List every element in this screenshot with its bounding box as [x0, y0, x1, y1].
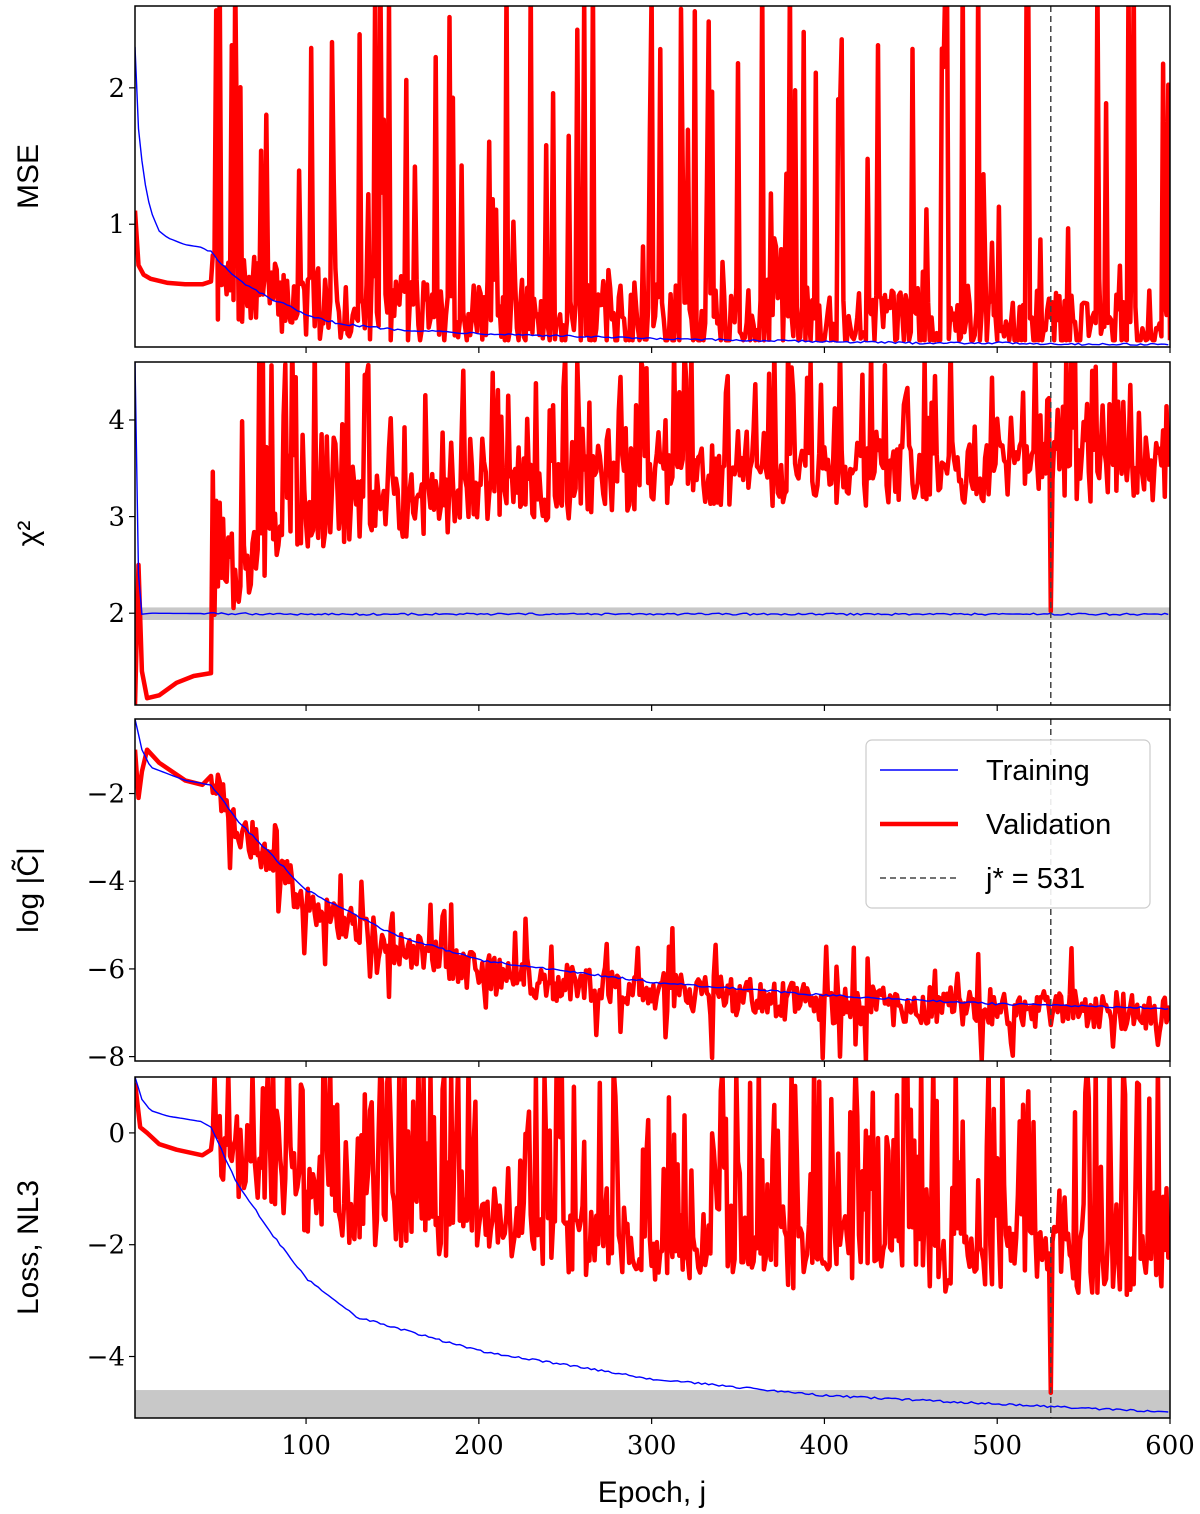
validation-line [135, 362, 1170, 705]
y-axis-label: log |C̃| [12, 847, 45, 933]
panel-1: 1 2 MSE [12, 5, 1171, 353]
validation-line [135, 747, 1170, 1061]
x-axis-label: Epoch, j [598, 1476, 706, 1509]
training-line [135, 719, 1169, 1011]
y-tick-label: −8 [87, 1043, 125, 1073]
y-tick-label: 2 [108, 74, 125, 104]
legend-label: Validation [986, 809, 1111, 841]
y-axis-label: Loss, NL3 [12, 1180, 45, 1315]
chart-panels: 1 2 MSE 2 3 4 χ² −8 −6 −4 −2 log |C̃| −4 −2 0 100 200 300… [12, 5, 1195, 1461]
x-tick-label: 500 [972, 1431, 1022, 1461]
x-tick-label: 400 [800, 1431, 850, 1461]
reference-band [135, 1390, 1170, 1418]
y-tick-label: −6 [87, 955, 125, 985]
legend-label: j* = 531 [985, 863, 1085, 895]
panel-3: −8 −6 −4 −2 log |C̃| [12, 718, 1171, 1073]
training-line [135, 1077, 1169, 1413]
reference-band [135, 607, 1170, 620]
panel-frame [134, 5, 1171, 348]
y-axis-label: MSE [12, 144, 45, 209]
y-tick-label: −4 [87, 1343, 125, 1373]
y-tick-label: 0 [108, 1119, 125, 1149]
training-line [135, 362, 1169, 616]
validation-line [135, 6, 1170, 343]
x-tick-label: 100 [281, 1431, 331, 1461]
y-tick-label: −4 [87, 867, 125, 897]
panel-frame [134, 718, 1171, 1062]
y-tick-label: 2 [108, 599, 125, 629]
panel-4: −4 −2 0 100 200 300 400 500 600 Loss, NL3 [12, 1076, 1195, 1461]
y-tick-label: −2 [87, 1231, 125, 1261]
panel-frame [134, 1076, 1171, 1419]
y-tick-label: 1 [108, 210, 125, 240]
plot-area [135, 1077, 1170, 1418]
legend-label: Training [986, 755, 1090, 787]
panel-2: 2 3 4 χ² [12, 361, 1171, 711]
x-axis-label-text: Epoch, j [598, 1476, 706, 1509]
y-axis-label: χ² [12, 521, 45, 547]
validation-line [135, 1077, 1170, 1396]
y-tick-label: 4 [108, 406, 125, 436]
y-tick-label: 3 [108, 503, 125, 533]
training-line [135, 46, 1169, 346]
plot-area [135, 362, 1170, 705]
x-tick-label: 300 [627, 1431, 677, 1461]
plot-area [135, 6, 1170, 347]
y-tick-label: −2 [87, 780, 125, 810]
legend: Training Validation j* = 531 [865, 739, 1151, 909]
x-tick-label: 600 [1145, 1431, 1195, 1461]
x-tick-label: 200 [454, 1431, 504, 1461]
panel-frame [134, 361, 1171, 706]
legend-box [865, 739, 1151, 909]
